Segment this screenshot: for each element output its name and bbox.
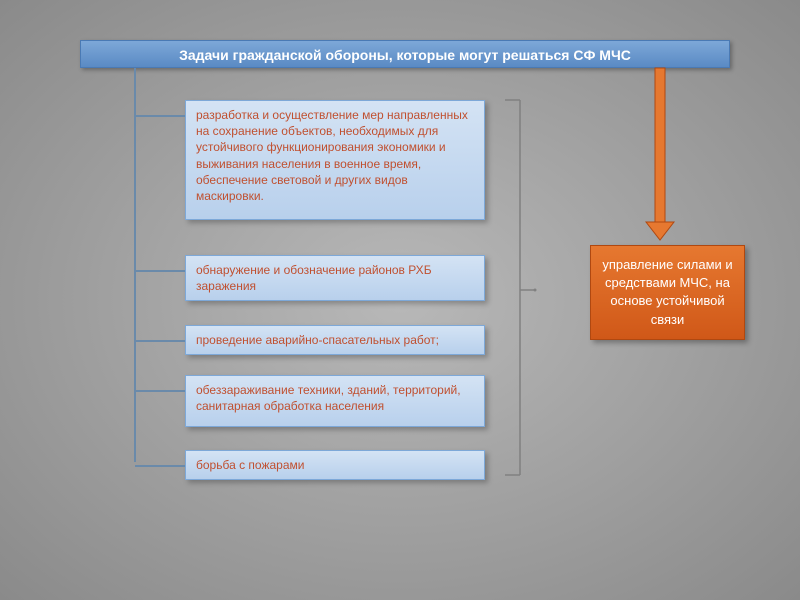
result-text: управление силами и средствами МЧС, на о… [602, 257, 732, 327]
task-text-4: борьба с пожарами [196, 458, 304, 472]
task-box-1: обнаружение и обозначение районов РХБ за… [185, 255, 485, 301]
task-box-3: обеззараживание техники, зданий, террито… [185, 375, 485, 427]
down-arrow-icon [646, 68, 674, 240]
task-box-0: разработка и осуществление мер направлен… [185, 100, 485, 220]
task-text-0: разработка и осуществление мер направлен… [196, 108, 468, 203]
header-title: Задачи гражданской обороны, которые могу… [179, 47, 631, 63]
task-box-4: борьба с пожарами [185, 450, 485, 480]
task-text-3: обеззараживание техники, зданий, террито… [196, 383, 461, 413]
task-text-2: проведение аварийно-спасательных работ; [196, 333, 439, 347]
result-box: управление силами и средствами МЧС, на о… [590, 245, 745, 340]
tree-lines [135, 68, 185, 466]
task-text-1: обнаружение и обозначение районов РХБ за… [196, 263, 432, 293]
bracket [505, 100, 537, 475]
diagram-header: Задачи гражданской обороны, которые могу… [80, 40, 730, 68]
task-box-2: проведение аварийно-спасательных работ; [185, 325, 485, 355]
